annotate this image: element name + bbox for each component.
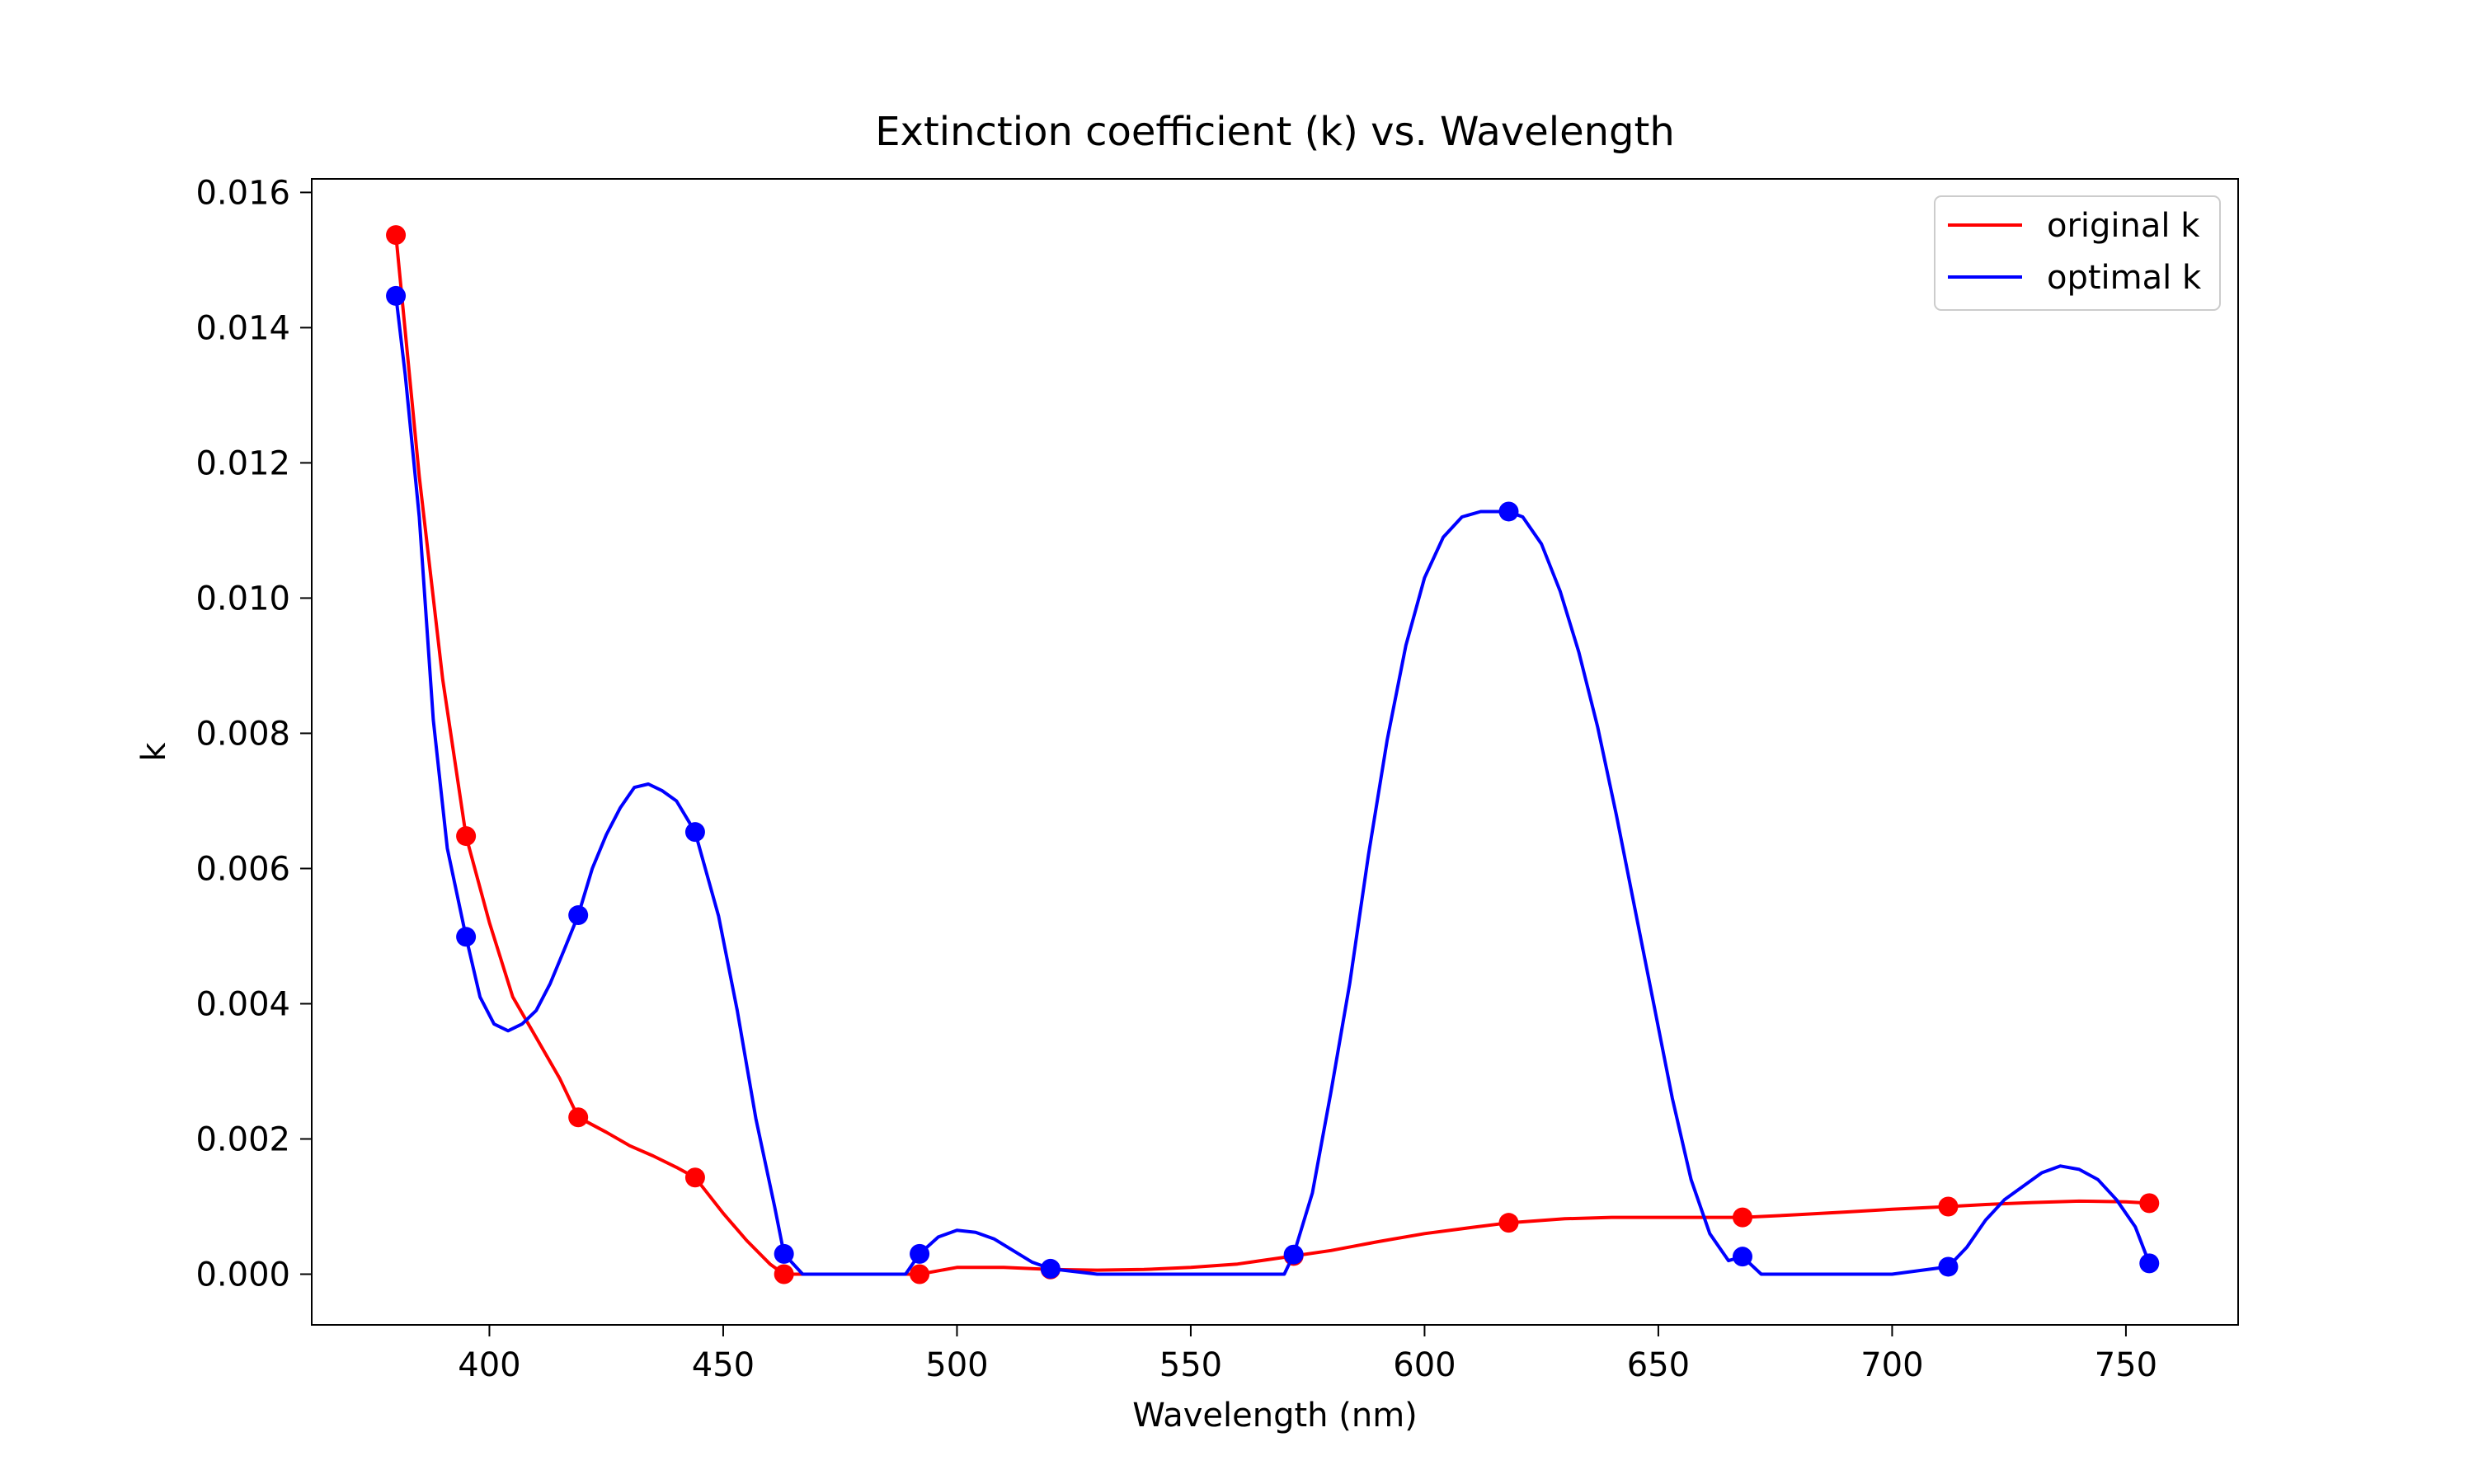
data-point-optimal-k: [1498, 501, 1519, 522]
data-point-original-k: [1732, 1207, 1752, 1228]
y-tick-label: 0.010: [195, 580, 290, 618]
legend: original k optimal k: [1934, 195, 2221, 311]
data-point-original-k: [684, 1167, 705, 1188]
data-point-original-k: [774, 1264, 794, 1284]
data-point-optimal-k: [1283, 1244, 1304, 1265]
data-point-original-k: [386, 225, 407, 246]
y-tick-label: 0.000: [195, 1256, 290, 1294]
legend-label-original-k: original k: [2047, 207, 2200, 245]
data-point-optimal-k: [1732, 1247, 1752, 1267]
y-tick-label: 0.012: [195, 444, 290, 482]
y-tick-label: 0.016: [195, 174, 290, 212]
y-tick-label: 0.008: [195, 715, 290, 753]
axes-frame: [311, 178, 2239, 1326]
data-point-original-k: [568, 1107, 589, 1128]
y-axis-label: k: [135, 742, 173, 762]
y-axis: 0.000 0.002 0.004 0.006 0.008 0.010 0.012 0.014…: [195, 174, 312, 1294]
x-tick-label: 600: [1393, 1346, 1456, 1384]
x-tick-label: 650: [1627, 1346, 1690, 1384]
data-point-optimal-k: [386, 285, 407, 306]
x-tick-label: 700: [1860, 1346, 1923, 1384]
data-point-optimal-k: [456, 927, 477, 947]
x-tick-label: 750: [2095, 1346, 2157, 1384]
y-tick-label: 0.002: [195, 1120, 290, 1158]
data-point-optimal-k: [568, 905, 589, 926]
x-tick-label: 400: [458, 1346, 520, 1384]
data-point-original-k: [456, 826, 477, 847]
data-point-optimal-k: [910, 1243, 930, 1264]
y-tick-label: 0.004: [195, 985, 290, 1023]
series-line-optimal-k: [394, 294, 2152, 1276]
x-axis-label: Wavelength (nm): [1132, 1397, 1418, 1435]
data-point-optimal-k: [684, 822, 705, 843]
x-tick-label: 450: [692, 1346, 755, 1384]
data-point-optimal-k: [1040, 1258, 1061, 1279]
y-tick-label: 0.014: [195, 309, 290, 347]
data-point-optimal-k: [1938, 1256, 1959, 1277]
y-tick-label: 0.006: [195, 850, 290, 888]
data-point-original-k: [1498, 1213, 1519, 1233]
x-axis: 400 450 500 550 600 650 700 750: [458, 1325, 2157, 1384]
data-point-original-k: [910, 1264, 930, 1284]
chart-title: Extinction coefficient (k) vs. Wavelengt…: [875, 109, 1675, 155]
data-point-original-k: [1938, 1196, 1959, 1217]
data-point-original-k: [2139, 1193, 2160, 1214]
series-layer: [386, 225, 2160, 1284]
legend-label-optimal-k: optimal k: [2047, 259, 2202, 297]
x-tick-label: 550: [1159, 1346, 1222, 1384]
x-tick-label: 500: [925, 1346, 988, 1384]
data-point-optimal-k: [2139, 1253, 2160, 1274]
data-point-optimal-k: [774, 1243, 794, 1264]
